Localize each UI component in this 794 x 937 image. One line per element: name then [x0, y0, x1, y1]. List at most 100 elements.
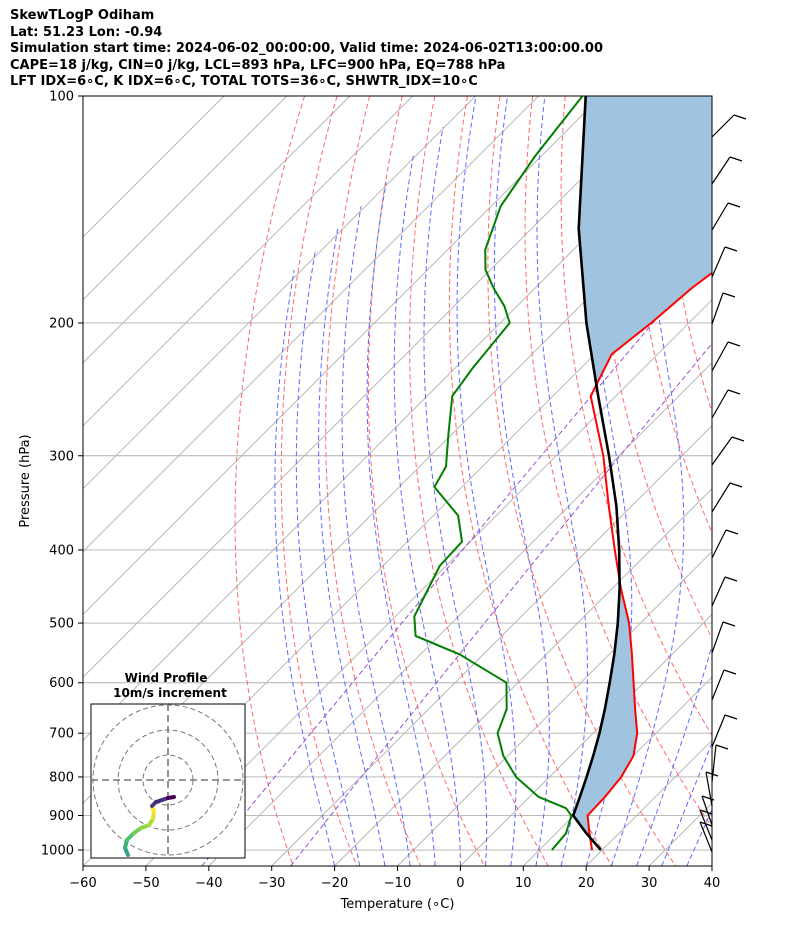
wind-barb-flag: [725, 529, 739, 535]
wind-barb-staff: [711, 529, 727, 559]
wind-barb-flag: [699, 809, 713, 815]
x-tick-label: −10: [384, 876, 411, 891]
wind-barb-flag: [727, 341, 741, 347]
mixing-ratio-line: [290, 342, 712, 866]
y-tick-label: 800: [49, 770, 74, 785]
wind-barb-staff: [711, 156, 731, 185]
chart-title: SkewTLogP Odiham: [10, 8, 155, 23]
cape-line: CAPE=18 j/kg, CIN=0 j/kg, LCL=893 hPa, L…: [10, 57, 506, 73]
dry-adiabat: [662, 96, 712, 414]
hodograph-inset: [90, 703, 246, 859]
chart-header: SkewTLogP Odiham Lat: 51.23 Lon: -0.94 S…: [10, 8, 603, 91]
time-line: Simulation start time: 2024-06-02_00:00:…: [10, 41, 603, 56]
wind-barb-staff: [699, 809, 713, 841]
hodograph-subtitle: 10m/s increment: [113, 686, 227, 700]
isotherm-line: [83, 96, 351, 364]
dry-adiabat: [595, 96, 712, 640]
wind-barb-staff: [705, 771, 713, 807]
temperature-profile: [586, 271, 712, 851]
wind-barb-staff: [699, 821, 713, 853]
dry-adiabat: [325, 96, 422, 866]
x-tick-label: −50: [132, 876, 159, 891]
x-tick-label: −40: [195, 876, 222, 891]
x-axis-label: Temperature (∘C): [340, 897, 455, 912]
hodograph-plot: [91, 704, 245, 858]
moist-adiabat: [274, 269, 336, 866]
isotherm-line: [83, 96, 665, 678]
isotherm-line: [271, 425, 712, 866]
y-tick-label: 900: [49, 809, 74, 824]
wind-barb-flag: [722, 292, 736, 298]
x-tick-label: −20: [321, 876, 348, 891]
wind-barb-flag: [722, 621, 736, 627]
isotherm-line: [334, 487, 712, 866]
wind-barb-staff: [711, 714, 726, 748]
wind-barb-flag: [733, 114, 747, 120]
y-tick-label: 600: [49, 676, 74, 691]
x-tick-label: 10: [515, 876, 532, 891]
x-tick-label: 40: [704, 876, 721, 891]
wind-barb-flag: [701, 795, 715, 801]
dry-adiabat: [234, 96, 305, 866]
dewpoint-profile: [413, 96, 584, 851]
location-line: Lat: 51.23 Lon: -0.94: [10, 24, 163, 40]
dry-adiabat: [629, 96, 712, 534]
wind-barb-staff: [711, 621, 724, 654]
moist-adiabat: [393, 155, 461, 866]
y-tick-label: 500: [49, 617, 74, 632]
wind-barb-staff: [711, 576, 726, 607]
isotherm-line: [711, 865, 712, 866]
wind-barb-staff: [711, 436, 733, 466]
y-tick-label: 100: [49, 90, 74, 105]
isotherm-line: [83, 96, 602, 616]
parcel-profile: [571, 96, 621, 851]
moist-adiabat: [366, 181, 436, 866]
isotherm-line: [145, 299, 712, 866]
wind-barb-flag: [724, 714, 738, 720]
isotherm-line: [460, 613, 712, 866]
wind-barb-staff: [701, 795, 713, 826]
moist-adiabat: [341, 206, 411, 866]
wind-barb-flag: [727, 389, 741, 395]
x-tick-label: −30: [258, 876, 285, 891]
moist-adiabat: [536, 96, 588, 866]
isotherm-line: [208, 362, 712, 866]
hodograph-trace-segment: [166, 795, 176, 800]
moist-adiabat: [686, 808, 712, 866]
y-axis-label: Pressure (hPa): [18, 434, 33, 527]
wind-barb-staff: [711, 389, 729, 419]
isotherm-line: [522, 676, 712, 866]
wind-barb-staff: [711, 669, 725, 701]
cape-shading: [573, 96, 712, 850]
mixing-ratio-line: [201, 251, 712, 866]
wind-barb-flag: [729, 482, 743, 488]
isotherm-line: [83, 96, 288, 301]
wind-barb-staff: [711, 246, 726, 278]
x-tick-label: 30: [641, 876, 658, 891]
dry-adiabat: [280, 96, 358, 866]
moist-adiabat: [711, 864, 712, 866]
wind-barb-staff: [711, 482, 731, 513]
index-line: LFT IDX=6∘C, K IDX=6∘C, TOTAL TOTS=36∘C,…: [10, 74, 478, 89]
dry-adiabat: [728, 96, 794, 866]
isotherm-line: [83, 96, 225, 238]
y-tick-label: 700: [49, 727, 74, 742]
isotherm-line: [83, 96, 414, 427]
dry-adiabat: [761, 96, 794, 866]
dry-adiabat: [487, 96, 677, 866]
dry-adiabat: [409, 96, 549, 866]
wind-barb-staff: [711, 202, 729, 231]
moist-adiabat: [456, 96, 517, 866]
moist-adiabat: [295, 249, 361, 866]
wind-barb-flag: [731, 436, 745, 442]
x-tick-label: −60: [69, 876, 96, 891]
moist-adiabat: [423, 127, 488, 866]
wind-barb-flag: [729, 156, 743, 162]
wind-barb-staff: [711, 292, 724, 325]
wind-barb-staff: [711, 341, 729, 372]
wind-barb-flag: [723, 669, 737, 675]
wind-barb-flag: [699, 821, 713, 827]
x-tick-label: 0: [456, 876, 464, 891]
moist-adiabat: [636, 96, 712, 866]
